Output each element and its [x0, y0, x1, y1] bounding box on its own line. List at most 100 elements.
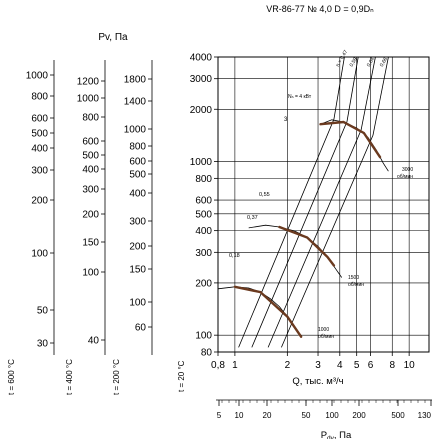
side-scale-tick-label: 100	[31, 249, 48, 260]
plot-frame	[217, 56, 430, 353]
bottom-scale-tick-label: 20	[263, 411, 272, 420]
side-scale-tick-label: 300	[31, 166, 48, 177]
side-scale-tick-label: 40	[88, 336, 100, 347]
side-scale-tick-label: 500	[31, 129, 48, 140]
side-scale-tick-label: 800	[129, 142, 146, 153]
y-tick-label: 100	[195, 331, 212, 342]
bottom-scale-tick-label: 130	[418, 411, 432, 420]
efficiency-lines: n = 0,47 0,59 0,64 0,66	[238, 49, 389, 348]
y-tick-label: 3000	[190, 74, 213, 85]
side-scale-tick-label: 60	[135, 323, 147, 334]
efficiency-line-label: 0,59	[349, 56, 359, 68]
y-tick-label: 400	[195, 226, 212, 237]
efficiency-line	[238, 56, 345, 348]
plot-grid	[217, 56, 429, 353]
side-scale-tick-label: 200	[31, 196, 48, 207]
bottom-scale-tick-label: 5	[217, 411, 222, 420]
bottom-scale-label-main: P	[321, 430, 327, 439]
side-scale-tick-label: 30	[37, 339, 49, 350]
side-scale-tick-label: 500	[82, 151, 99, 162]
side-scale-temperature-label: t = 400 °C	[65, 359, 74, 395]
x-tick-label: 4	[337, 360, 343, 371]
side-scales: 1000 800 600 500 400 300 200 100 50 30 t = 600 °C 1…	[7, 60, 153, 395]
y-axis-label: t = 20 °C	[177, 360, 186, 392]
x-tick-label: 0,8	[211, 360, 225, 371]
efficiency-label-037: 0,37	[247, 215, 258, 221]
efficiency-line-label: n = 0,47	[335, 49, 349, 68]
y-tick-label: 80	[201, 348, 213, 359]
speed-curve-optimum	[319, 120, 382, 159]
x-axis-label: Q, тыс. м³/ч	[292, 376, 343, 387]
speed-label-1500-value: 1500	[348, 275, 359, 281]
speed-label-1500-unit: об/мин	[348, 282, 364, 288]
side-scale-header: Pv, Па	[98, 32, 128, 43]
side-scale-tick-label: 400	[31, 144, 48, 155]
side-scale-tick-label: 50	[37, 306, 49, 317]
efficiency-line	[267, 56, 376, 348]
x-tick-label: 10	[404, 360, 416, 371]
x-axis-ticks: 0,8 1 2 3 4 5 6 8 10	[211, 352, 415, 371]
side-scale-tick-label: 150	[82, 238, 99, 249]
side-scale-tick-label: 600	[31, 114, 48, 125]
bottom-scale-label-tail: , Па	[334, 430, 352, 439]
speed-curve-optimum	[233, 285, 303, 338]
y-tick-label: 1000	[190, 157, 213, 168]
side-scale-tick-label: 400	[82, 165, 99, 176]
side-scale-tick-label: 600	[82, 137, 99, 148]
side-scale-tick-label: 1200	[77, 77, 100, 88]
x-tick-label: 3	[315, 360, 321, 371]
x-tick-label: 2	[285, 360, 291, 371]
side-scale-tick-label: 800	[31, 92, 48, 103]
x-tick-label: 6	[368, 360, 374, 371]
bottom-scale-tick-label: 50	[302, 411, 311, 420]
speed-curve-optimum	[278, 225, 336, 267]
side-scale-tick-label: 600	[129, 157, 146, 168]
side-scale-tick-label: 300	[82, 185, 99, 196]
side-scale-tick-label: 500	[129, 170, 146, 181]
y-tick-label: 300	[195, 248, 212, 259]
power-label: Nₙ = 4 кВт	[288, 94, 312, 100]
bottom-scale-tick-label: 200	[352, 411, 366, 420]
side-scale-tick-label: 400	[129, 189, 146, 200]
side-scale-tick-label: 100	[129, 298, 146, 309]
bottom-scale-label: Pdv, Па	[321, 430, 352, 439]
chart-title: VR-86-77 № 4,0 D = 0,9Dₙ	[266, 4, 374, 14]
bottom-scale-tick-label: 500	[391, 411, 405, 420]
efficiency-line	[251, 56, 359, 348]
bottom-scale-label-sub: dv	[327, 435, 335, 439]
side-scale-tick-label: 1800	[124, 75, 147, 86]
x-tick-label: 5	[354, 360, 360, 371]
speed-label-1000-value: 1000	[318, 327, 329, 333]
x-tick-label: 1	[232, 360, 238, 371]
side-scale-tick-label: 800	[82, 113, 99, 124]
side-scale-tick-label: 1400	[124, 97, 147, 108]
y-tick-label: 500	[195, 209, 212, 220]
side-scale-tick-label: 100	[82, 268, 99, 279]
bottom-pressure-scale: 5 10 20 50 100 200 500 130	[216, 399, 432, 420]
efficiency-label-018: 0,18	[229, 253, 240, 259]
power-value-3: 3	[284, 117, 288, 123]
speed-curves	[217, 119, 389, 338]
speed-label-3000-unit: об/мин	[397, 174, 413, 180]
side-scale-temperature-label: t = 600 °C	[7, 359, 16, 395]
y-tick-label: 200	[195, 278, 212, 289]
y-tick-label: 600	[195, 196, 212, 207]
y-tick-label: 800	[195, 174, 212, 185]
y-axis-ticks: 80 100 200 300 400 500 600 800 1000 2000 3000 4000	[190, 53, 218, 359]
side-scale-tick-label: 150	[129, 265, 146, 276]
efficiency-line-label: 0,66	[379, 56, 389, 68]
side-scale-temperature-label: t = 200 °C	[112, 359, 121, 395]
bottom-scale-tick-label: 10	[235, 411, 244, 420]
speed-label-3000-value: 3000	[402, 167, 413, 173]
y-tick-label: 4000	[190, 53, 213, 64]
speed-label-1000-unit: об/мин	[318, 334, 334, 340]
y-tick-label: 2000	[190, 105, 213, 116]
side-scale-tick-label: 200	[82, 210, 99, 221]
efficiency-label-055: 0,55	[259, 192, 270, 198]
bottom-scale-tick-label: 100	[325, 411, 339, 420]
side-scale-tick-label: 1000	[77, 94, 100, 105]
efficiency-line-label: 0,64	[366, 56, 376, 68]
side-scale-tick-label: 200	[129, 242, 146, 253]
side-scale-tick-label: 1000	[124, 125, 147, 136]
